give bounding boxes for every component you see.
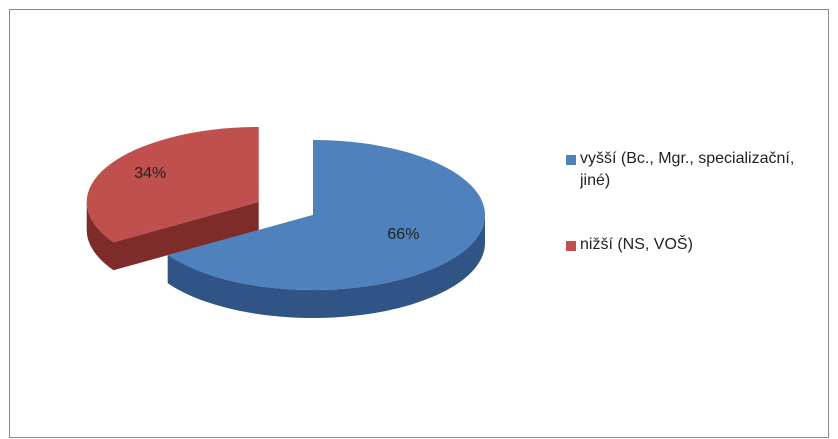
legend-swatch [566, 155, 576, 165]
legend-swatch [566, 241, 576, 251]
data-label: 66% [387, 226, 419, 243]
legend-entry: nižší (NS, VOŠ) [580, 236, 693, 253]
slice-side [167, 215, 486, 318]
data-label: 34% [134, 165, 166, 182]
legend-label: vyšší (Bc., Mgr., specializační, jiné) [580, 150, 795, 189]
slice-top [167, 140, 486, 290]
slice-wall [113, 202, 259, 271]
legend-entry: vyšší (Bc., Mgr., specializační, jiné) [580, 150, 795, 189]
slice-side [86, 202, 114, 271]
slice-top [86, 127, 259, 243]
legend-label: nižší (NS, VOŠ) [580, 236, 693, 253]
